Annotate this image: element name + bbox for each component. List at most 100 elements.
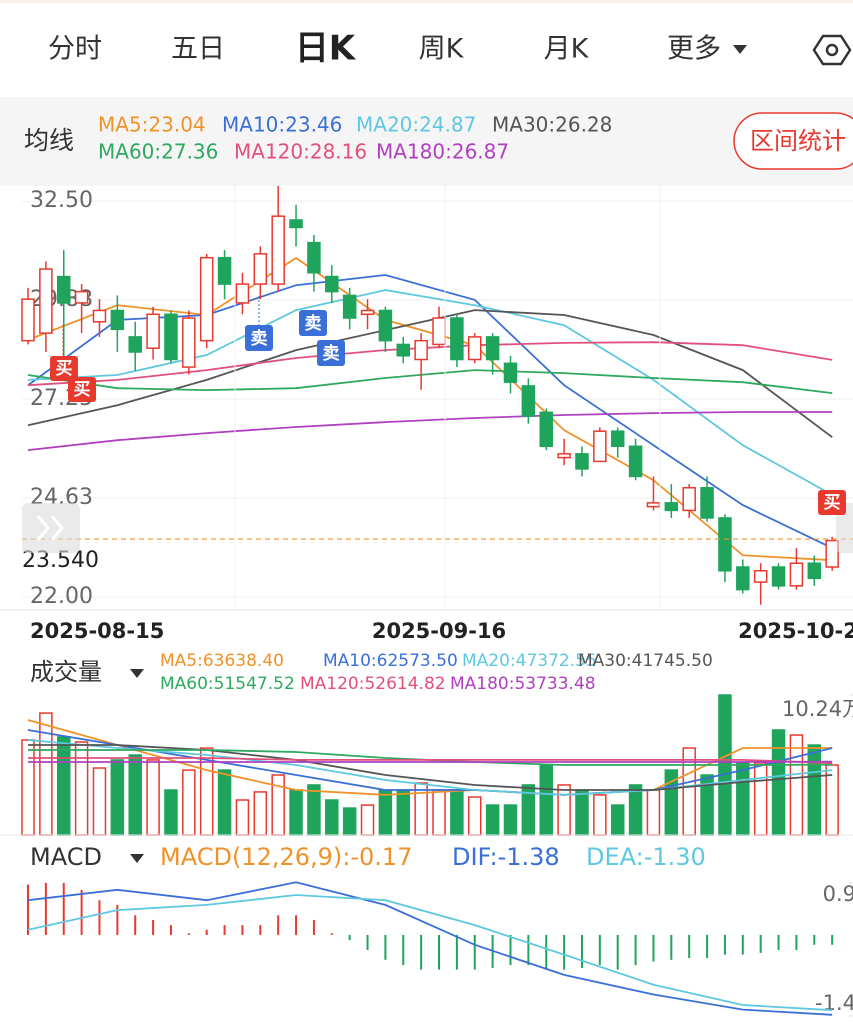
legend-entry: DIF:-1.38 — [452, 843, 560, 871]
sell-signal — [299, 310, 327, 336]
volume-bar — [468, 796, 482, 836]
y-tick-label: -1.4 — [815, 991, 853, 1015]
dropdown-arrow — [130, 854, 144, 863]
volume-bar — [235, 799, 250, 836]
volume-bar — [539, 764, 553, 836]
volume-bar — [307, 784, 321, 836]
y-tick-label: 10.24万 — [782, 697, 853, 721]
indicator-line — [27, 881, 833, 1016]
candle-body — [682, 487, 696, 512]
volume-bar — [92, 767, 107, 836]
volume-bar — [575, 789, 589, 836]
buy-signal — [818, 490, 846, 515]
range-button[interactable] — [733, 112, 853, 170]
legend-entry: MA10:62573.50 — [323, 651, 458, 671]
volume-bar — [450, 789, 464, 836]
y-tick-label: 32.50 — [30, 188, 93, 213]
candle-body — [182, 317, 196, 368]
tab[interactable]: 月K — [544, 34, 590, 65]
tab[interactable]: 周K — [419, 34, 465, 65]
volume-bar — [557, 784, 571, 836]
sell-signal-label: 卖 — [323, 343, 340, 364]
range-button-label[interactable]: 区间统计 — [750, 127, 846, 155]
candle-body — [56, 275, 71, 304]
volume-bar — [217, 769, 232, 836]
settings-icon[interactable] — [812, 34, 852, 66]
candle-body — [128, 336, 142, 353]
volume-bar — [360, 804, 375, 836]
volume-bar — [271, 774, 285, 836]
volume-bar — [503, 804, 518, 836]
candle-body — [21, 298, 35, 342]
candle-body — [360, 309, 375, 316]
candle-body — [253, 253, 268, 285]
legend-entry: MA180:53733.48 — [450, 674, 596, 694]
x-tick-label: 2025-10-27 — [738, 619, 853, 643]
y-tick-label: 0.9 — [823, 882, 853, 906]
indicator-line — [27, 739, 833, 796]
tab[interactable]: 分时 — [48, 34, 102, 65]
buy-signal — [50, 356, 78, 381]
volume-bar — [485, 804, 500, 836]
candle-body — [753, 570, 768, 583]
legend-entry: MA5:63638.40 — [160, 651, 284, 671]
macd-title[interactable]: MACD — [30, 843, 102, 871]
volume-bar — [789, 734, 804, 836]
dropdown-arrow — [130, 669, 144, 678]
candle-body — [700, 487, 714, 519]
candle-body — [521, 385, 536, 417]
candle-body — [450, 317, 464, 361]
volume-bar — [682, 747, 696, 836]
x-tick-label: 2025-09-16 — [372, 619, 506, 643]
indicator-line — [27, 256, 833, 562]
legend-entry: MA5:23.04 — [98, 113, 206, 137]
legend-entry: MA30:26.28 — [492, 113, 612, 137]
candle-body — [628, 445, 643, 478]
legend-entry: DEA:-1.30 — [586, 843, 706, 871]
buy-signal-label: 买 — [74, 380, 91, 400]
candle-body — [789, 562, 804, 587]
volume-bar — [74, 741, 89, 836]
legend-entry: MA20:24.87 — [356, 113, 476, 137]
legend-entry: MA120:52614.82 — [300, 674, 446, 694]
indicator-line — [27, 369, 833, 394]
legend-entry: MA60:51547.52 — [160, 674, 295, 694]
chart-panels: 32.5029.8827.2524.6322.002025-08-152025-… — [0, 113, 853, 1017]
candle-body — [718, 517, 732, 572]
candle-body — [199, 256, 214, 342]
legend-entry: MA30:41745.50 — [578, 651, 713, 671]
indicator-label[interactable]: 均线 — [24, 126, 74, 155]
scroll-right-button[interactable] — [836, 503, 853, 553]
indicator-line — [27, 341, 833, 387]
indicator-bar — [0, 97, 853, 186]
candle-body — [646, 502, 661, 508]
candle-body — [610, 430, 625, 448]
sell-signal-label: 卖 — [251, 328, 268, 349]
legend-entry: MA180:26.87 — [376, 140, 509, 164]
candle-body — [378, 309, 393, 342]
x-tick-label: 2025-08-15 — [30, 619, 164, 643]
legend-entry: MA10:23.46 — [222, 113, 342, 137]
indicator-line — [28, 744, 833, 791]
candle-body — [74, 290, 89, 304]
candle-body — [414, 339, 428, 361]
candle-body — [325, 275, 339, 293]
scroll-left-button[interactable] — [22, 503, 80, 553]
tab[interactable]: 五日 — [171, 34, 225, 65]
volume-title[interactable]: 成交量 — [30, 658, 102, 686]
top-strip — [0, 0, 853, 3]
legend-entry: MA120:28.16 — [234, 140, 367, 164]
tab-active[interactable]: 日K — [295, 29, 357, 69]
candle-body — [664, 502, 679, 512]
tab[interactable]: 更多 — [667, 34, 721, 65]
legend-entry: MA60:27.36 — [98, 140, 218, 164]
chevron-icon — [36, 515, 64, 541]
volume-bar — [807, 744, 822, 836]
volume-bar — [753, 762, 768, 836]
candle-body — [575, 453, 589, 470]
buy-signal-label: 买 — [56, 359, 73, 379]
candle-body — [110, 309, 125, 331]
volume-bar — [325, 799, 339, 836]
volume-bar — [289, 789, 303, 836]
